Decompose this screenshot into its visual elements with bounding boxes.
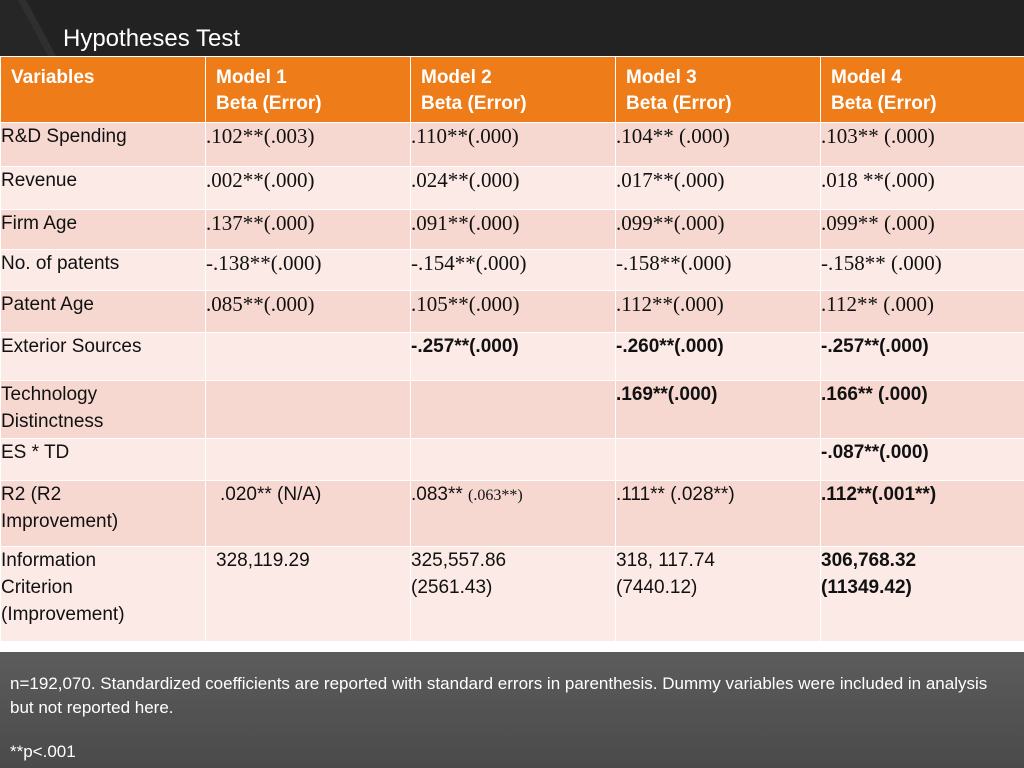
cell-model-4: .112**(.001**) — [820, 480, 1024, 547]
header-sublabel: Beta (Error) — [626, 93, 732, 114]
row-label-line: Criterion — [1, 577, 73, 598]
header-model-1: Model 1 Beta (Error) — [205, 56, 411, 123]
table-row: Revenue .002**(.000) .024**(.000) .017**… — [0, 166, 1024, 210]
cell-model-4: .112** (.000) — [820, 290, 1024, 333]
cell-model-4: .099** (.000) — [820, 209, 1024, 250]
cell-model-2: .091**(.000) — [410, 209, 616, 250]
cell-model-4: .018 **(.000) — [820, 166, 1024, 210]
header-model-3: Model 3 Beta (Error) — [615, 56, 821, 123]
cell-model-1: -.138**(.000) — [205, 249, 411, 291]
cell-model-2: -.257**(.000) — [410, 332, 616, 381]
table-row: Technology Distinctness .169**(.000) .16… — [0, 380, 1024, 439]
title-band: Hypotheses Test — [0, 0, 1024, 56]
cell-model-3: -.158**(.000) — [615, 249, 821, 291]
row-label-line: Distinctness — [1, 411, 104, 432]
cell-model-2: .083** (.063**) — [410, 480, 616, 547]
table-row: Information Criterion (Improvement) 328,… — [0, 546, 1024, 642]
cell-value: .083** — [411, 484, 469, 505]
header-label: Model 2 — [421, 67, 492, 88]
cell-model-3 — [615, 438, 821, 481]
row-label: R&D Spending — [0, 122, 206, 167]
cell-model-1: .002**(.000) — [205, 166, 411, 210]
cell-model-2: .024**(.000) — [410, 166, 616, 210]
hypotheses-results-table: Variables Model 1 Beta (Error) Model 2 B… — [0, 56, 1024, 642]
row-label: Patent Age — [0, 290, 206, 333]
cell-model-3: .104** (.000) — [615, 122, 821, 167]
cell-model-1 — [205, 380, 411, 439]
cell-model-4: -.087**(.000) — [820, 438, 1024, 481]
table-row: Exterior Sources -.257**(.000) -.260**(.… — [0, 332, 1024, 381]
row-label: No. of patents — [0, 249, 206, 291]
cell-model-2: .105**(.000) — [410, 290, 616, 333]
cell-value-improvement: (7440.12) — [616, 577, 698, 598]
footnote-area: n=192,070. Standardized coefficients are… — [0, 652, 1024, 768]
cell-value-improvement: (2561.43) — [411, 577, 493, 598]
header-sublabel: Beta (Error) — [831, 93, 937, 114]
cell-model-4: -.158** (.000) — [820, 249, 1024, 291]
header-label: Model 4 — [831, 67, 902, 88]
cell-model-3: .099**(.000) — [615, 209, 821, 250]
cell-model-1: .085**(.000) — [205, 290, 411, 333]
row-label: Firm Age — [0, 209, 206, 250]
row-label: Revenue — [0, 166, 206, 210]
cell-model-2: 325,557.86 (2561.43) — [410, 546, 616, 642]
cell-model-2: -.154**(.000) — [410, 249, 616, 291]
header-sublabel: Beta (Error) — [216, 93, 322, 114]
cell-model-1: .102**(.003) — [205, 122, 411, 167]
results-table-container: Variables Model 1 Beta (Error) Model 2 B… — [0, 56, 1024, 652]
table-row: R&D Spending .102**(.003) .110**(.000) .… — [0, 122, 1024, 167]
sample-note: n=192,070. Standardized coefficients are… — [10, 674, 988, 717]
table-header-row: Variables Model 1 Beta (Error) Model 2 B… — [0, 56, 1024, 123]
cell-model-3: 318, 117.74 (7440.12) — [615, 546, 821, 642]
cell-value: 306,768.32 — [821, 550, 917, 571]
header-label: Model 1 — [216, 67, 287, 88]
row-label-line: (Improvement) — [1, 604, 125, 625]
header-model-2: Model 2 Beta (Error) — [410, 56, 616, 123]
row-label-line: Improvement) — [1, 511, 119, 532]
table-row: Patent Age .085**(.000) .105**(.000) .11… — [0, 290, 1024, 333]
cell-model-3: .169**(.000) — [615, 380, 821, 439]
header-sublabel: Beta (Error) — [421, 93, 527, 114]
table-row: ES * TD -.087**(.000) — [0, 438, 1024, 481]
row-label-line: Technology — [1, 384, 98, 405]
cell-model-3: .017**(.000) — [615, 166, 821, 210]
row-label: Information Criterion (Improvement) — [0, 546, 206, 642]
cell-model-4: .166** (.000) — [820, 380, 1024, 439]
table-row: Firm Age .137**(.000) .091**(.000) .099*… — [0, 209, 1024, 250]
cell-model-1: .137**(.000) — [205, 209, 411, 250]
cell-model-4: .103** (.000) — [820, 122, 1024, 167]
cell-model-2 — [410, 380, 616, 439]
row-label: Technology Distinctness — [0, 380, 206, 439]
table-row: No. of patents -.138**(.000) -.154**(.00… — [0, 249, 1024, 291]
significance-note: **p<.001 — [10, 742, 76, 761]
slide-title: Hypotheses Test — [63, 25, 240, 52]
row-label: R2 (R2 Improvement) — [0, 480, 206, 547]
header-label: Model 3 — [626, 67, 697, 88]
cell-model-1: 328,119.29 — [205, 546, 411, 642]
cell-model-1 — [205, 332, 411, 381]
header-label: Variables — [11, 67, 95, 88]
cell-model-4: -.257**(.000) — [820, 332, 1024, 381]
row-label-line: R2 (R2 — [1, 484, 62, 505]
cell-model-3: -.260**(.000) — [615, 332, 821, 381]
header-model-4: Model 4 Beta (Error) — [820, 56, 1024, 123]
cell-model-3: .112**(.000) — [615, 290, 821, 333]
cell-value: 325,557.86 — [411, 550, 507, 571]
row-label-line: Information — [1, 550, 97, 571]
row-label: ES * TD — [0, 438, 206, 481]
cell-model-1: .020** (N/A) — [205, 480, 411, 547]
corner-chevron-decoration — [0, 0, 56, 56]
cell-model-2 — [410, 438, 616, 481]
cell-model-2: .110**(.000) — [410, 122, 616, 167]
cell-model-3: .111** (.028**) — [615, 480, 821, 547]
cell-value: 318, 117.74 — [616, 550, 715, 571]
cell-value-improvement: (11349.42) — [821, 577, 912, 598]
row-label: Exterior Sources — [0, 332, 206, 381]
header-variables: Variables — [0, 56, 206, 123]
cell-model-4: 306,768.32 (11349.42) — [820, 546, 1024, 642]
cell-model-1 — [205, 438, 411, 481]
cell-value-improvement: (.063**) — [468, 487, 523, 504]
table-row: R2 (R2 Improvement) .020** (N/A) .083** … — [0, 480, 1024, 547]
